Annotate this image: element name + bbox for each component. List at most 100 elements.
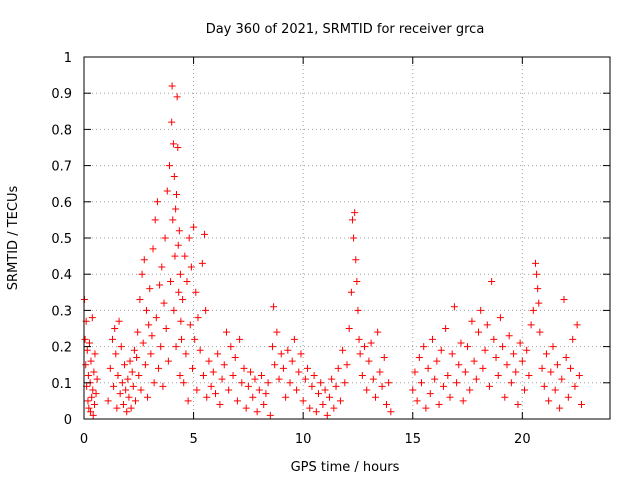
data-point [450,303,458,311]
y-tick-label: 0.3 [51,304,72,319]
x-tick-label: 0 [80,432,88,447]
data-point [260,401,268,409]
data-point [203,393,211,401]
data-point [350,234,358,242]
data-point [151,216,159,224]
data-point [415,353,423,361]
data-point [499,343,507,351]
data-point [170,306,178,314]
data-point [321,386,329,394]
data-point [371,393,379,401]
data-point [144,393,152,401]
data-point [358,372,366,380]
y-tick-label: 0.9 [51,87,72,102]
x-tick-label: 10 [295,432,312,447]
data-point [172,205,180,213]
data-point [573,321,581,329]
data-point [431,375,439,383]
data-point [106,364,114,372]
data-point [339,346,347,354]
data-point [87,357,95,365]
data-point [202,306,210,314]
data-point [446,393,454,401]
grid-lines [84,57,610,419]
data-point [479,364,487,372]
y-tick-label: 0.6 [51,196,72,211]
data-point [510,350,518,358]
data-point [242,404,250,412]
data-point [459,397,467,405]
data-point [158,263,166,271]
data-point [114,372,122,380]
data-point [536,328,544,336]
data-point [418,379,426,387]
data-point [171,252,179,260]
data-point [556,404,564,412]
data-point [494,372,502,380]
data-point [547,368,555,376]
data-point [172,191,180,199]
data-point [426,390,434,398]
data-point [336,397,344,405]
data-point [136,296,144,304]
data-point [255,386,263,394]
data-point [411,368,419,376]
data-point [457,339,465,347]
data-point [575,372,583,380]
data-point [157,343,165,351]
data-point [181,252,189,260]
data-point [505,332,513,340]
data-point [453,379,461,387]
data-point [116,390,124,398]
data-point [231,353,239,361]
data-point [90,368,98,376]
data-point [485,382,493,390]
data-point [138,270,146,278]
data-point [351,209,359,217]
data-point [533,270,541,278]
x-axis-label: GPS time / hours [291,460,400,475]
data-point [168,82,176,90]
data-point [299,397,307,405]
data-point [380,353,388,361]
data-point [133,353,141,361]
data-point [507,379,515,387]
data-point [558,375,566,383]
data-point [297,350,305,358]
x-tick-label: 15 [404,432,421,447]
data-point [205,357,213,365]
data-point [301,375,309,383]
data-point [468,317,476,325]
data-point [277,350,285,358]
data-point [216,401,224,409]
data-point [492,353,500,361]
data-point [112,350,120,358]
data-point [88,393,96,401]
data-point [472,375,480,383]
data-point [104,397,112,405]
data-point [190,223,198,231]
data-point [262,390,270,398]
data-point [332,382,340,390]
data-point [271,361,279,369]
data-point [268,343,276,351]
data-point [182,350,190,358]
data-point [488,277,496,285]
data-point [433,357,441,365]
data-point [87,408,95,416]
data-point [187,263,195,271]
data-point [233,397,241,405]
data-point [113,404,121,412]
data-point [142,306,150,314]
data-point [152,314,160,322]
data-point [270,303,278,311]
data-point [420,343,428,351]
data-point [183,277,191,285]
data-point [159,382,167,390]
data-point [435,401,443,409]
data-point [464,343,472,351]
data-point [306,404,314,412]
data-point [455,361,463,369]
data-point [175,227,183,235]
data-point [264,379,272,387]
